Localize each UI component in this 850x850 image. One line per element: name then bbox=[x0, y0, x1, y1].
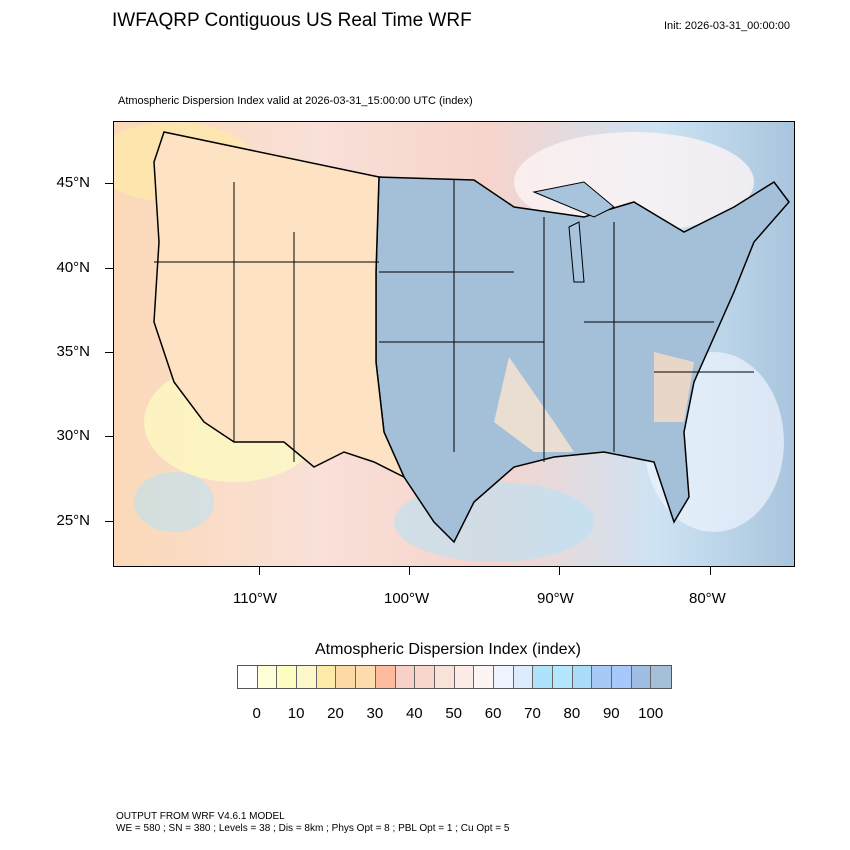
colorbar-box bbox=[533, 666, 553, 688]
lat-label: 35°N bbox=[56, 343, 90, 360]
colorbar-box bbox=[316, 666, 337, 688]
colorbar-box bbox=[513, 666, 534, 688]
lon-tick bbox=[259, 567, 260, 575]
colorbar-box bbox=[238, 666, 258, 688]
western-us-region bbox=[153, 131, 406, 479]
colorbar-box bbox=[474, 666, 494, 688]
colorbar-label: 100 bbox=[638, 705, 664, 722]
eastern-us-region bbox=[375, 176, 790, 544]
colorbar-label: 0 bbox=[252, 705, 261, 722]
colorbar-box bbox=[592, 666, 613, 688]
lat-label: 30°N bbox=[56, 427, 90, 444]
colorbar-box bbox=[336, 666, 357, 688]
colorbar-box bbox=[277, 666, 298, 688]
lon-label: 80°W bbox=[689, 590, 726, 607]
colorbar-label: 60 bbox=[484, 705, 502, 722]
colorbar-box bbox=[631, 666, 652, 688]
colorbar-label: 20 bbox=[327, 705, 344, 722]
plot-title: IWFAQRP Contiguous US Real Time WRF bbox=[112, 10, 472, 31]
colorbar-box bbox=[356, 666, 376, 688]
lat-label: 25°N bbox=[56, 512, 90, 529]
colorbar-box bbox=[415, 666, 435, 688]
colorbar-box bbox=[257, 666, 278, 688]
lon-label: 100°W bbox=[384, 590, 430, 607]
colorbar-label: 40 bbox=[405, 705, 423, 722]
footer-model: OUTPUT FROM WRF V4.6.1 MODEL bbox=[116, 811, 285, 822]
colorbar-box bbox=[612, 666, 632, 688]
colorbar-label: 70 bbox=[524, 705, 541, 722]
colorbar-box bbox=[375, 666, 396, 688]
colorbar-box bbox=[434, 666, 455, 688]
lat-label: 45°N bbox=[56, 174, 90, 191]
colorbar-label: 10 bbox=[287, 705, 305, 722]
lat-tick bbox=[105, 521, 113, 522]
lon-tick bbox=[710, 567, 711, 575]
colorbar-box bbox=[297, 666, 317, 688]
colorbar-box bbox=[651, 666, 672, 688]
lat-label: 40°N bbox=[56, 259, 90, 276]
colorbar-box bbox=[493, 666, 514, 688]
colorbar bbox=[237, 665, 673, 689]
lon-tick bbox=[409, 567, 410, 575]
footer-config: WE = 580 ; SN = 380 ; Levels = 38 ; Dis … bbox=[116, 823, 510, 834]
colorbar-label: 90 bbox=[602, 705, 620, 722]
colorbar-label: 80 bbox=[563, 705, 581, 722]
colorbar-title: Atmospheric Dispersion Index (index) bbox=[315, 641, 581, 658]
colorbar-label: 30 bbox=[366, 705, 384, 722]
init-time: Init: 2026-03-31_00:00:00 bbox=[664, 20, 790, 32]
map-panel bbox=[113, 121, 795, 567]
lon-label: 90°W bbox=[537, 590, 574, 607]
colorbar-box bbox=[553, 666, 573, 688]
colorbar-box bbox=[454, 666, 475, 688]
colorbar-box bbox=[572, 666, 593, 688]
colorbar-box bbox=[395, 666, 416, 688]
lon-label: 110°W bbox=[233, 590, 278, 607]
map-field bbox=[114, 122, 794, 566]
lat-tick bbox=[105, 268, 113, 269]
lat-tick bbox=[105, 352, 113, 353]
state-boundaries bbox=[154, 180, 754, 462]
lat-tick bbox=[105, 183, 113, 184]
plot-subtitle: Atmospheric Dispersion Index valid at 20… bbox=[118, 95, 473, 107]
lat-tick bbox=[105, 436, 113, 437]
colorbar-label: 50 bbox=[445, 705, 463, 722]
lon-tick bbox=[559, 567, 560, 575]
